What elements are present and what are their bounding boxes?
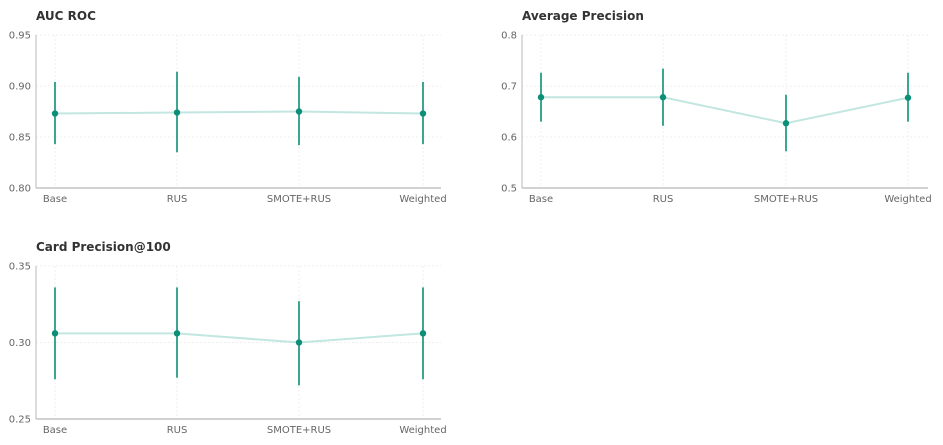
y-tick-label: 0.6 — [501, 133, 517, 144]
y-tick-label: 0.8 — [501, 31, 517, 42]
chart-plot: 0.25 0.30 0.35 Base RUS SMOTE+RUS Weighted — [9, 262, 447, 437]
y-tick-label: 0.7 — [501, 82, 517, 93]
y-tick-label: 0.95 — [9, 31, 31, 42]
chart-card-precision-100: Card Precision@100 0.25 0.30 0.35 Base RUS SM… — [0, 231, 460, 445]
y-tick-label: 0.25 — [9, 415, 31, 426]
x-tick-label: SMOTE+RUS — [267, 194, 331, 205]
x-tick-label: Base — [43, 425, 67, 436]
x-tick-label: RUS — [167, 425, 188, 436]
x-tick-label: SMOTE+RUS — [754, 194, 818, 205]
y-tick-label: 0.30 — [9, 338, 31, 349]
data-point — [419, 330, 427, 337]
chart-title: AUC ROC — [36, 9, 96, 23]
x-tick-label: Base — [43, 194, 67, 205]
x-tick-label: Weighted — [399, 194, 446, 205]
chart-title: Average Precision — [522, 9, 644, 23]
chart-auc-roc: AUC ROC 0.80 0.85 0.90 0.95 Base RUS SMOTE+RUS… — [0, 0, 460, 220]
x-tick-label: Weighted — [884, 194, 931, 205]
y-tick-label: 0.90 — [9, 82, 31, 93]
y-tick-label: 0.5 — [501, 184, 517, 195]
chart-plot: 0.80 0.85 0.90 0.95 Base RUS SMOTE+RUS Weighted — [9, 31, 447, 206]
series-line — [55, 332, 424, 344]
chart-plot: 0.5 0.6 0.7 0.8 Base RUS SMOTE+RUS Weighted — [501, 31, 932, 206]
data-point — [537, 94, 545, 101]
y-tick-label: 0.35 — [9, 262, 31, 273]
x-tick-label: Weighted — [399, 425, 446, 436]
chart-title: Card Precision@100 — [36, 240, 171, 254]
data-point — [295, 339, 303, 346]
data-point — [419, 110, 427, 117]
data-point — [904, 94, 912, 101]
y-tick-label: 0.85 — [9, 133, 31, 144]
y-tick-label: 0.80 — [9, 184, 31, 195]
chart-average-precision: Average Precision 0.5 0.6 0.7 0.8 Base RUS SMO… — [486, 0, 943, 220]
data-point — [51, 330, 59, 337]
data-point — [51, 110, 59, 117]
data-point — [173, 330, 181, 337]
data-point — [782, 120, 790, 127]
data-point — [173, 109, 181, 116]
x-tick-label: RUS — [653, 194, 674, 205]
series-line — [54, 110, 424, 115]
x-tick-label: Base — [529, 194, 553, 205]
series-line — [541, 96, 909, 125]
x-tick-label: RUS — [167, 194, 188, 205]
data-point — [295, 108, 303, 115]
x-tick-label: SMOTE+RUS — [267, 425, 331, 436]
data-point — [659, 94, 667, 101]
